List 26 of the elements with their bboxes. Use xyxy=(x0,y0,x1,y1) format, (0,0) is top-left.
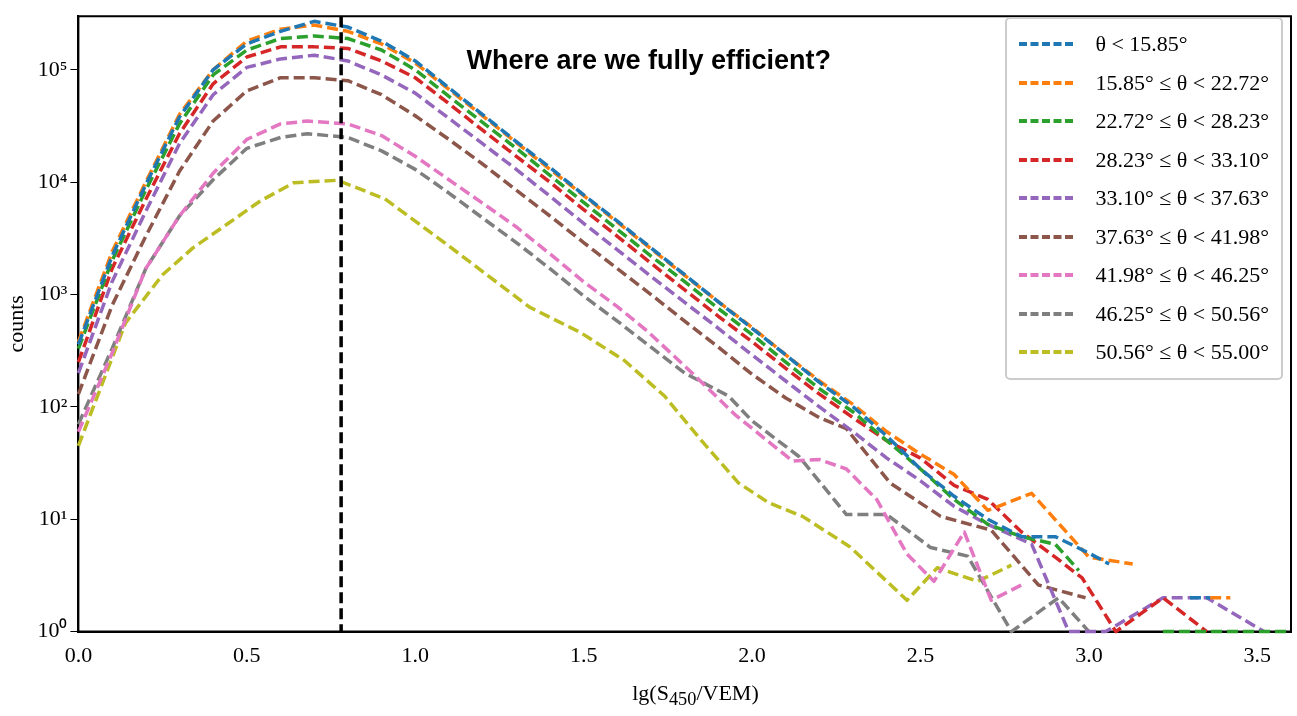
x-tick-label: 1.0 xyxy=(401,641,429,667)
y-tick-label: 10⁴ xyxy=(37,167,68,193)
legend-label: θ < 15.85° xyxy=(1095,31,1188,58)
x-axis-title: lg(S$_{450}$/VEM) xyxy=(631,679,760,710)
y-tick-label: 10² xyxy=(38,392,68,418)
x-tick-label: 0.0 xyxy=(64,641,93,667)
x-tick-label: 3.0 xyxy=(1075,641,1103,667)
x-tick-label: 3.5 xyxy=(1243,641,1272,667)
legend-label: 15.85° ≤ θ < 22.72° xyxy=(1095,69,1269,96)
x-tick-label: 2.0 xyxy=(738,641,766,667)
legend-label: 46.25° ≤ θ < 50.56° xyxy=(1095,300,1269,327)
legend-label: 22.72° ≤ θ < 28.23° xyxy=(1095,108,1269,135)
legend-label: 50.56° ≤ θ < 55.00° xyxy=(1095,339,1269,366)
legend-label: 28.23° ≤ θ < 33.10° xyxy=(1095,146,1269,173)
y-axis-title: counts xyxy=(2,295,28,353)
x-tick-label: 0.5 xyxy=(233,641,261,667)
y-tick-label: 10³ xyxy=(38,280,68,306)
annotation: Where are we fully efficient? xyxy=(466,44,832,75)
y-tick-label: 10⁵ xyxy=(37,55,68,81)
legend-label: 33.10° ≤ θ < 37.63° xyxy=(1095,185,1269,212)
y-tick-label: 10⁰ xyxy=(37,617,68,643)
legend-label: 41.98° ≤ θ < 46.25° xyxy=(1095,262,1269,289)
x-tick-label: 1.5 xyxy=(569,641,598,667)
legend-label: 37.63° ≤ θ < 41.98° xyxy=(1095,223,1269,250)
y-tick-label: 10¹ xyxy=(38,505,68,531)
x-tick-label: 2.5 xyxy=(906,641,935,667)
